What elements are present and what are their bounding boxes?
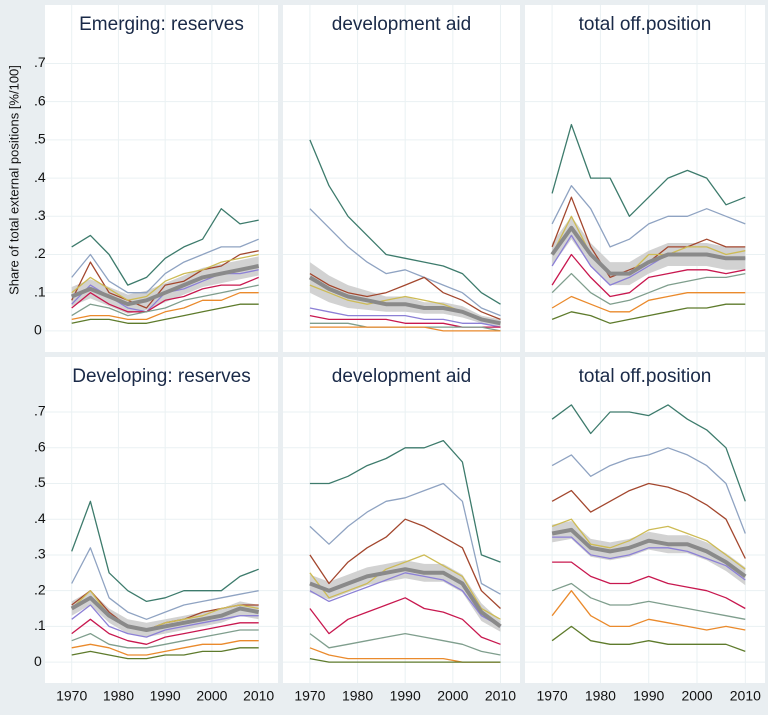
series-line — [71, 604, 259, 638]
series-line — [551, 518, 746, 570]
y-tick-label: .6 — [34, 438, 46, 454]
series-line — [309, 482, 501, 595]
series-line — [551, 253, 746, 298]
x-tick-label: 2000 — [437, 688, 468, 704]
series-line — [71, 276, 259, 313]
series-line — [551, 123, 746, 217]
series-line — [309, 326, 501, 332]
y-tick-label: .3 — [34, 546, 46, 562]
series-line — [71, 284, 259, 317]
mean-line — [550, 225, 746, 276]
panel — [525, 357, 765, 683]
panel-title: Emerging: reserves — [79, 14, 244, 35]
series-line — [309, 518, 501, 609]
x-tick-label: 2010 — [730, 688, 761, 704]
series-line — [71, 640, 259, 656]
y-tick-label: .7 — [34, 403, 46, 419]
series-line — [309, 307, 501, 328]
mean-line — [70, 264, 260, 307]
series-line — [309, 139, 501, 305]
x-tick-label: 1970 — [56, 688, 87, 704]
series-line — [71, 618, 259, 645]
panel — [283, 357, 520, 683]
series-line — [309, 632, 501, 656]
series-line — [551, 625, 746, 653]
series-line — [309, 657, 501, 663]
series-line — [71, 292, 259, 321]
y-axis-label: Share of total external positions [%/100… — [6, 65, 21, 295]
series-line — [309, 208, 501, 317]
x-tick-label: 1980 — [103, 688, 134, 704]
series-line — [551, 303, 746, 324]
y-tick-label: 0 — [34, 653, 42, 669]
x-tick-label: 1990 — [150, 688, 181, 704]
x-tick-label: 2010 — [485, 688, 516, 704]
series-line — [71, 629, 259, 649]
panel-title: Developing: reserves — [72, 366, 250, 387]
y-tick-label: .5 — [34, 131, 46, 147]
series-line — [551, 482, 746, 559]
panel-title: development aid — [332, 366, 471, 387]
mean-line — [309, 567, 502, 629]
y-tick-label: .4 — [34, 169, 46, 185]
series-line — [71, 500, 259, 603]
series-line — [551, 447, 746, 534]
series-line — [309, 554, 501, 620]
y-tick-label: .5 — [34, 474, 46, 490]
mean-line — [551, 527, 747, 579]
series-line — [551, 215, 746, 275]
x-tick-label: 1980 — [342, 688, 373, 704]
series-line — [309, 597, 501, 645]
y-tick-label: .4 — [34, 510, 46, 526]
mean-line — [308, 275, 501, 326]
series-line — [551, 272, 746, 305]
x-tick-label: 2000 — [196, 688, 227, 704]
series-line — [71, 238, 259, 294]
series-line — [71, 250, 259, 309]
panel-title: development aid — [332, 14, 471, 35]
series-line — [71, 253, 259, 301]
series-line — [309, 572, 501, 627]
x-tick-label: 1970 — [294, 688, 325, 704]
y-tick-label: 0 — [34, 322, 42, 338]
series-line — [551, 292, 746, 313]
x-tick-label: 1980 — [585, 688, 616, 704]
series-line — [309, 439, 501, 563]
y-tick-label: .3 — [34, 207, 46, 223]
series-line — [551, 185, 746, 248]
series-line — [71, 547, 259, 620]
series-line — [551, 404, 746, 502]
confidence-band — [71, 590, 259, 638]
series-line — [309, 273, 501, 321]
series-line — [551, 590, 746, 631]
x-tick-label: 1990 — [633, 688, 664, 704]
mean-line — [70, 595, 260, 632]
x-tick-label: 1990 — [390, 688, 421, 704]
x-tick-label: 1970 — [537, 688, 568, 704]
series-line — [71, 303, 259, 324]
series-line — [71, 208, 259, 286]
y-tick-label: .7 — [34, 54, 46, 70]
x-tick-label: 2010 — [243, 688, 274, 704]
y-tick-label: .1 — [34, 283, 46, 299]
y-tick-label: .2 — [34, 245, 46, 261]
series-line — [551, 582, 746, 620]
series-line — [71, 647, 259, 660]
panel-title: total off.position — [579, 366, 712, 387]
y-tick-label: .2 — [34, 581, 46, 597]
confidence-band — [552, 216, 746, 286]
y-tick-label: .6 — [34, 92, 46, 108]
y-tick-label: .1 — [34, 617, 46, 633]
series-line — [552, 536, 746, 581]
panel-title: total off.position — [579, 14, 712, 35]
series-line — [552, 561, 746, 610]
x-tick-label: 2000 — [681, 688, 712, 704]
